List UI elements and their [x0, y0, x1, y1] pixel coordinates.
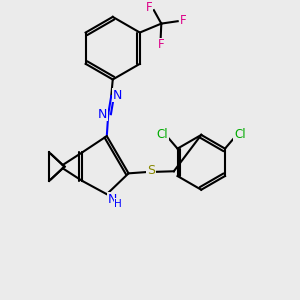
Text: F: F [158, 38, 165, 51]
Text: S: S [147, 164, 155, 177]
Text: N: N [108, 193, 117, 206]
Text: Cl: Cl [234, 128, 246, 141]
Text: N: N [98, 108, 107, 121]
Text: F: F [180, 14, 186, 27]
Text: H: H [114, 199, 122, 209]
Text: F: F [146, 1, 153, 14]
Text: N: N [112, 89, 122, 102]
Text: Cl: Cl [157, 128, 168, 141]
